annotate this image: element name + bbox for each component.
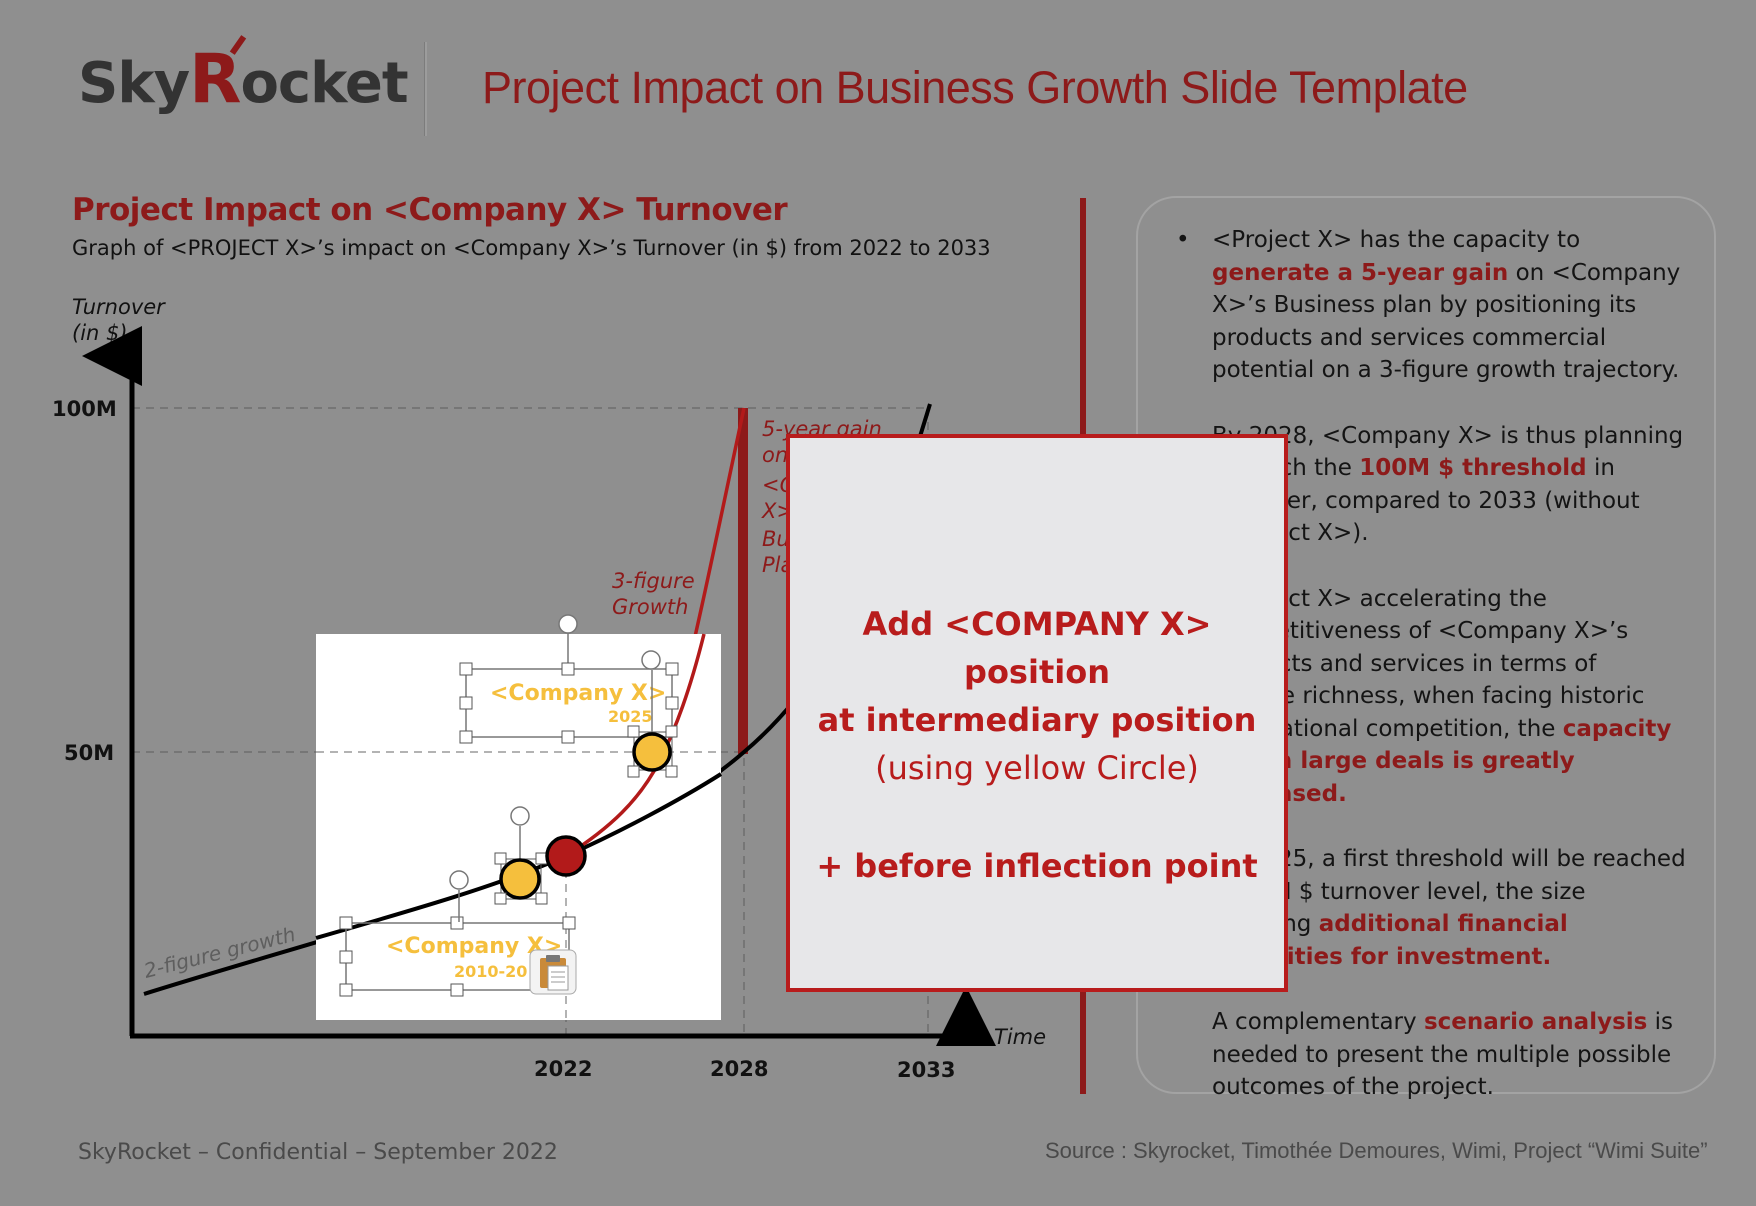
resize-handle[interactable] [562,916,576,930]
key-point-text: is needed to present the multiple possib… [1212,1009,1674,1100]
company-box-2025-line2: 2025 [608,707,653,726]
gain-annotation-2: on [762,443,788,467]
resize-handle[interactable] [339,950,353,964]
key-point-text: A complementary [1212,1009,1424,1035]
gain-annotation-5: Bu [762,527,790,551]
key-point-text: <Project X> has the capacity to [1212,227,1581,253]
key-point-item: A complementary scenario analysis is nee… [1176,1006,1686,1104]
y-axis-label-line1: Turnover [72,295,166,319]
label-2-figure-growth: 2-figure growth [141,922,297,983]
logo-text-suffix: ocket [240,51,408,116]
resize-handle[interactable] [561,662,575,676]
resize-handle[interactable] [459,662,473,676]
skyrocket-logo: SkyRocket [78,35,409,119]
resize-handle[interactable] [561,730,575,744]
label-3-figure-line2: Growth [612,595,688,619]
editing-canvas [316,634,721,1020]
x-tick-2028: 2028 [710,1057,768,1081]
label-3-figure-line1: 3-figure [612,569,695,593]
rotate-handle-upper-circle[interactable] [641,650,661,670]
company-box-2025[interactable]: <Company X> 2025 [459,614,679,744]
rotate-handle-2025[interactable] [558,614,578,634]
instruction-line-3: (using yellow Circle) [875,749,1199,787]
resize-handle[interactable] [339,983,353,997]
instruction-overlay-card: Add <COMPANY X> position at intermediary… [786,434,1288,992]
y-tick-50m: 50M [64,741,114,765]
y-tick-100m: 100M [52,397,117,421]
rotate-handle-lower-circle[interactable] [510,806,530,826]
x-tick-2022: 2022 [534,1057,592,1081]
highlighted-text: generate a 5-year gain [1212,259,1509,286]
yellow-circle-lower[interactable] [449,806,548,922]
resize-handle[interactable] [450,916,464,930]
highlighted-text: scenario analysis [1423,1009,1648,1035]
rotate-handle-company-box-2010[interactable] [449,870,469,890]
five-year-gain-bar [738,408,748,754]
resize-handle[interactable] [459,696,473,710]
header-divider [424,42,427,136]
y-axis-label-line2: (in $) [72,321,128,345]
footer-source: Source : Skyrocket, Timothée Demoures, W… [1045,1138,1708,1163]
chart-heading: Project Impact on <Company X> Turnover [72,192,788,228]
slide-title: Project Impact on Business Growth Slide … [482,62,1468,113]
x-tick-2033: 2033 [897,1058,955,1082]
logo-text-prefix: Sky [78,51,190,116]
resize-handle[interactable] [339,916,353,930]
resize-handle[interactable] [665,662,679,676]
resize-handle[interactable] [459,730,473,744]
paste-options-icon[interactable] [529,949,577,995]
inflection-point-marker [545,835,587,877]
company-box-2025-line1: <Company X> [490,681,666,706]
highlighted-text: 100M $ threshold [1359,455,1587,481]
yellow-circle-upper[interactable] [627,650,679,778]
chart-subtitle: Graph of <PROJECT X>’s impact on <Compan… [72,236,991,260]
company-box-2010-line2: 2010-20 [454,962,527,981]
key-point-text: on <Company X>’s Business plan by positi… [1212,259,1681,384]
instruction-line-2: at intermediary position [817,701,1257,739]
key-point-item: • <Project X> has the capacity to generat… [1176,224,1686,387]
instruction-line-1: Add <COMPANY X> position [862,605,1212,691]
resize-handle[interactable] [450,983,464,997]
footer-confidential: SkyRocket – Confidential – September 202… [78,1140,558,1165]
x-axis-label: Time [994,1025,1046,1049]
bullet-marker: • [1176,227,1190,253]
instruction-line-4: + before inflection point [816,847,1258,885]
